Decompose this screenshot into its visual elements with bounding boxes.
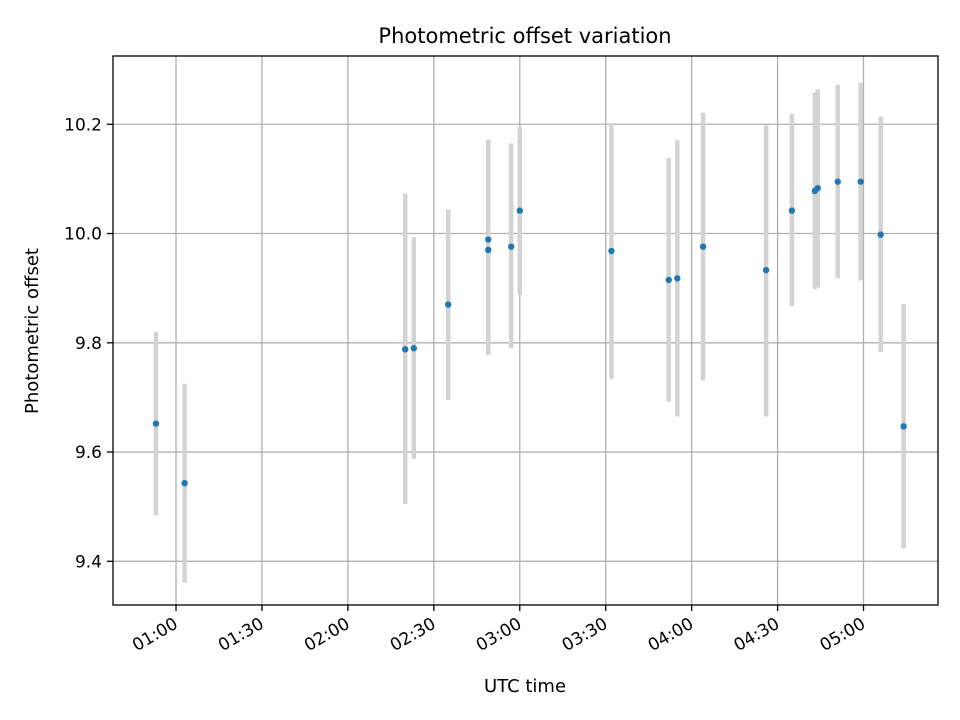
x-axis-label: UTC time: [484, 676, 566, 697]
data-point: [507, 243, 515, 250]
y-tick-label: 9.6: [75, 443, 102, 463]
data-point: [410, 345, 417, 352]
y-axis-label: Photometric offset: [22, 248, 43, 414]
data-point: [444, 301, 452, 308]
data-point: [699, 243, 707, 250]
data-point: [877, 231, 884, 238]
data-point: [814, 184, 821, 192]
data-point: [608, 247, 615, 255]
data-point: [485, 236, 492, 243]
data-point: [762, 266, 770, 274]
y-tick-label: 9.4: [75, 552, 102, 572]
data-point: [401, 346, 409, 353]
data-point: [834, 178, 841, 185]
data-point: [674, 275, 681, 282]
y-tick-label: 10.0: [64, 225, 102, 245]
y-tick-label: 9.8: [75, 334, 102, 354]
grid-layer: [113, 56, 938, 605]
data-point: [485, 246, 492, 254]
plot-frame: [112, 55, 939, 606]
data-point: [181, 479, 188, 487]
data-point: [788, 207, 796, 214]
data-point: [900, 423, 907, 430]
point-layer: [152, 178, 907, 487]
data-point: [152, 420, 160, 427]
data-point: [857, 178, 864, 185]
chart-title: Photometric offset variation: [378, 24, 671, 48]
data-point: [665, 276, 672, 284]
y-tick-label: 10.2: [64, 115, 102, 135]
data-point: [516, 207, 523, 214]
y-axis: 9.4 9.6 9.8 10.0 10.2: [64, 115, 113, 572]
